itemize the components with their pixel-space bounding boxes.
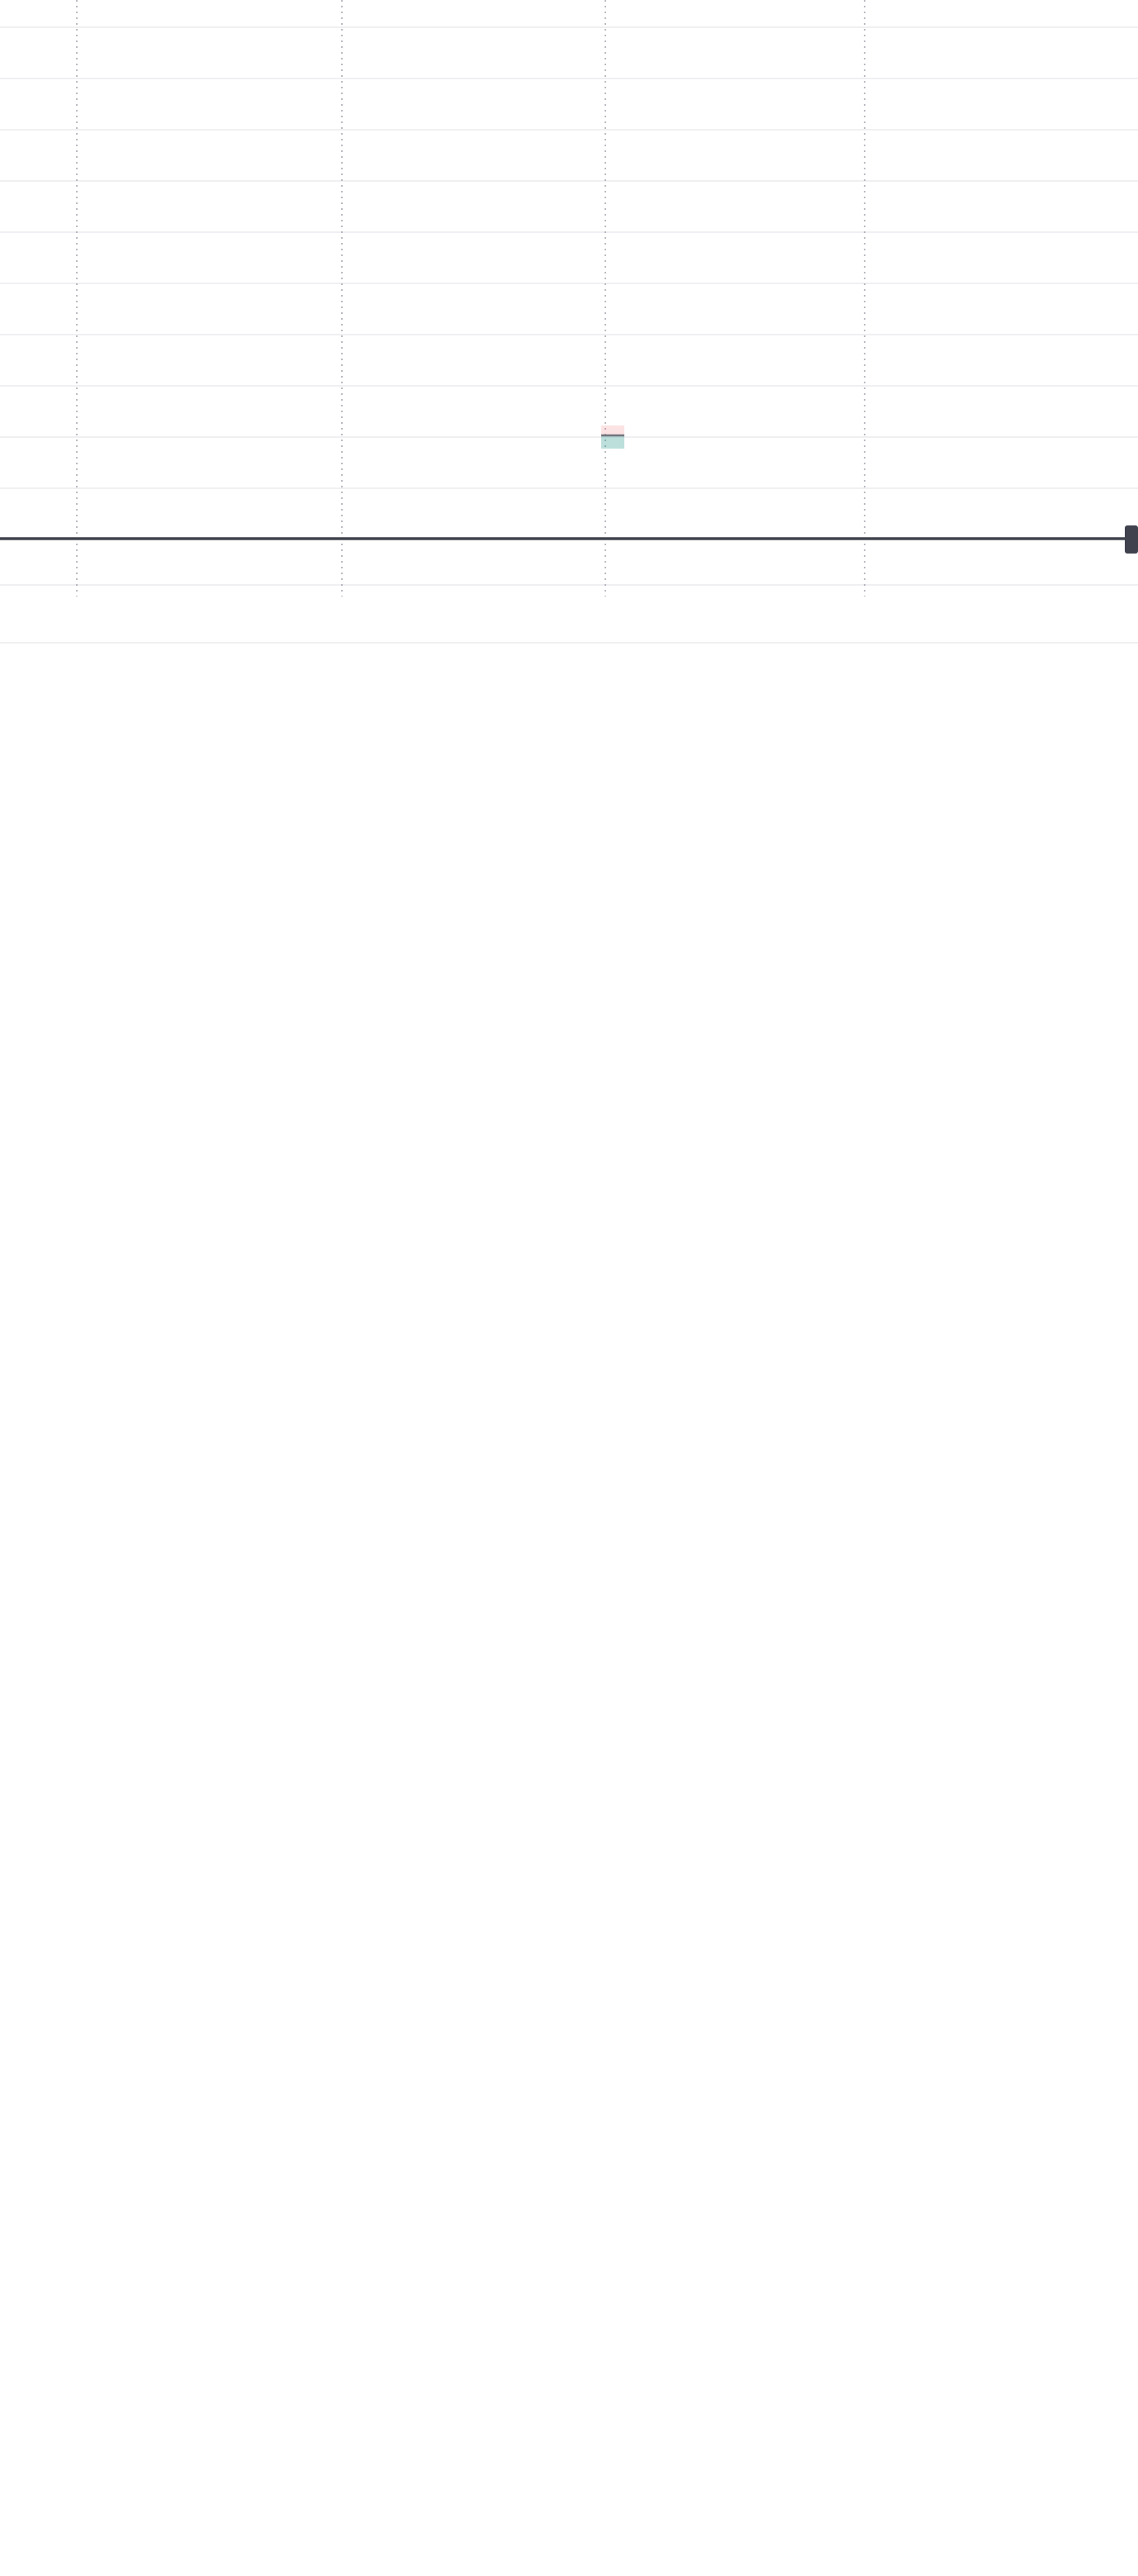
short-position-boxes[interactable] [601, 425, 624, 449]
chart-panel-daily[interactable] [0, 0, 1138, 644]
take-profit-zone [601, 435, 624, 449]
chart-panel-15min[interactable] [0, 892, 1138, 1016]
candlestick-canvas-1hour[interactable] [0, 768, 248, 892]
candlestick-canvas-4hour[interactable] [0, 644, 248, 768]
stop-loss-zone [601, 425, 624, 435]
grid-lines [0, 0, 1138, 644]
candlestick-canvas-daily[interactable] [0, 0, 1138, 644]
price-level-tag [1125, 525, 1138, 554]
chart-panel-4hour[interactable] [0, 644, 1138, 768]
candlestick-canvas-15min[interactable] [0, 892, 248, 1016]
chart-panel-1hour[interactable] [0, 768, 1138, 892]
